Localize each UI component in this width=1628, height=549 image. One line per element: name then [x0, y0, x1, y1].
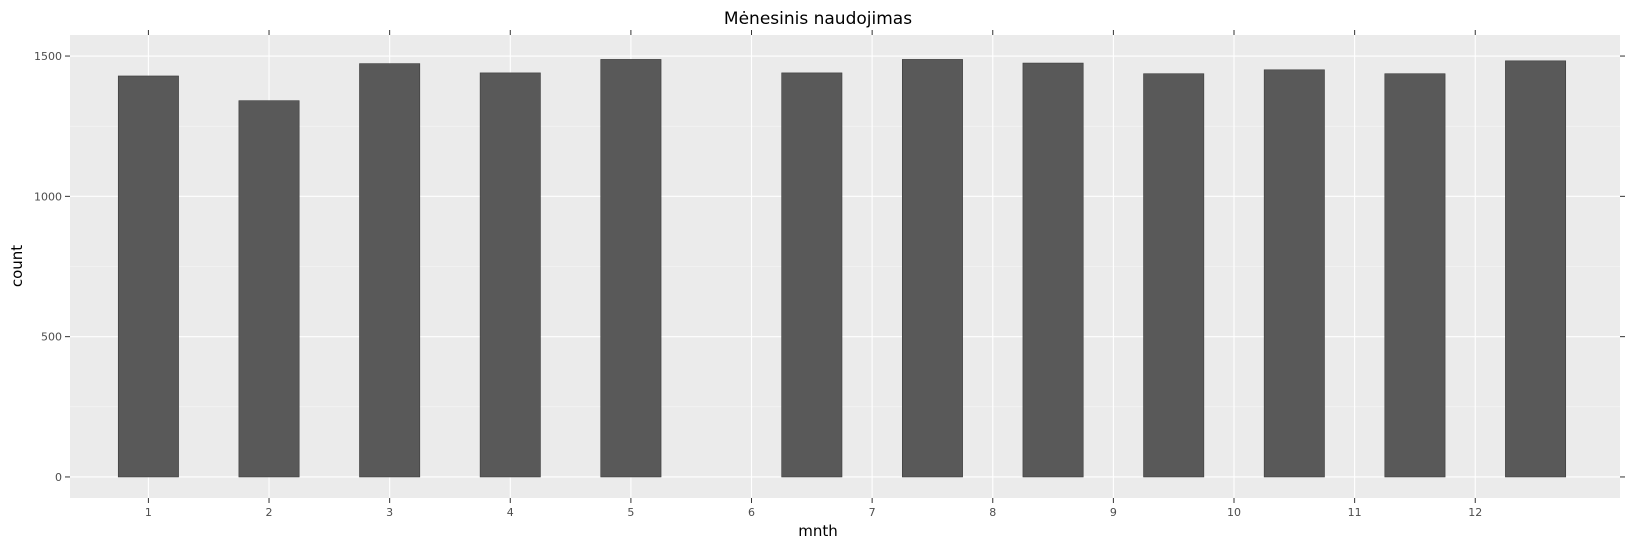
x-tick-label: 9 [1110, 506, 1117, 519]
bar [117, 75, 179, 478]
y-tick-label: 500 [41, 331, 62, 344]
x-tick-label: 8 [989, 506, 996, 519]
bar [479, 72, 541, 478]
y-tick-label: 1500 [34, 50, 62, 63]
x-tick-label: 5 [627, 506, 634, 519]
x-tick-label: 11 [1348, 506, 1362, 519]
x-tick-label: 6 [748, 506, 755, 519]
x-tick-label: 7 [869, 506, 876, 519]
bar [1505, 60, 1567, 478]
x-tick-label: 2 [266, 506, 273, 519]
x-axis-label: mnth [798, 522, 838, 540]
y-tick-label: 0 [55, 471, 62, 484]
bar [781, 72, 843, 478]
bars [117, 59, 1567, 478]
x-tick-labels: 1 2 3 4 5 6 7 8 9 10 11 12 [145, 506, 1482, 519]
bar [1384, 73, 1446, 478]
x-tick-label: 10 [1227, 506, 1241, 519]
bar [1143, 73, 1205, 478]
x-tick-label: 4 [507, 506, 514, 519]
y-tick-labels: 0 500 1000 1500 [34, 50, 62, 484]
bar [238, 100, 300, 478]
x-tick-label: 12 [1468, 506, 1482, 519]
bar [359, 63, 421, 478]
x-tick-label: 1 [145, 506, 152, 519]
x-tick-label: 3 [386, 506, 393, 519]
y-axis-label: count [8, 245, 26, 287]
y-tick-label: 1000 [34, 190, 62, 203]
bar [1263, 69, 1325, 478]
bar [1022, 62, 1084, 478]
minor-gridlines [70, 125, 1620, 408]
bar [600, 59, 662, 478]
tick-marks [65, 30, 1625, 503]
chart-title: Mėnesinis naudojimas [724, 9, 912, 29]
bar [901, 59, 963, 478]
